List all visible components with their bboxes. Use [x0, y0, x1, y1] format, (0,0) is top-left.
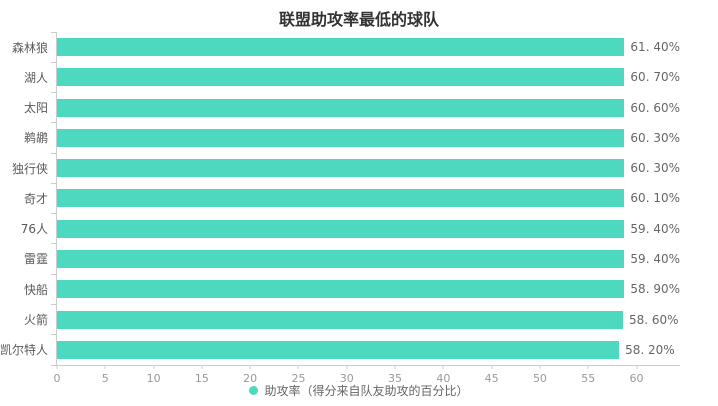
x-axis-tick	[104, 365, 106, 369]
category-label: 太阳	[23, 101, 48, 116]
category-label: 快船	[23, 282, 48, 297]
bar-row: 太阳 60. 60%	[24, 93, 680, 123]
y-axis-tick	[51, 152, 56, 154]
value-label: 58. 20%	[625, 342, 675, 357]
x-axis-tick	[297, 365, 299, 369]
x-axis-tick-label: 40	[436, 372, 451, 385]
value-label: 58. 90%	[630, 282, 680, 297]
bar[interactable]	[57, 159, 625, 178]
bar-row: 奇才 60. 10%	[24, 183, 680, 213]
y-axis-tick	[51, 92, 56, 94]
x-axis-line	[56, 365, 680, 366]
x-axis-tick	[249, 365, 251, 369]
bar-row: 雷霆 59. 40%	[24, 244, 680, 274]
value-label: 59. 40%	[630, 251, 680, 266]
bar-row: 快船 58. 90%	[24, 274, 680, 304]
x-axis-tick	[539, 365, 541, 369]
x-axis-tick-label: 45	[484, 372, 499, 385]
value-label: 60. 30%	[630, 161, 680, 176]
value-label: 60. 30%	[630, 130, 680, 145]
bar[interactable]	[57, 219, 625, 238]
value-label: 60. 60%	[630, 100, 680, 115]
bar[interactable]	[57, 249, 625, 268]
category-label: 鹈鹕	[23, 131, 48, 146]
x-axis-tick	[56, 365, 58, 369]
bar[interactable]	[57, 189, 625, 208]
y-axis-tick	[51, 243, 56, 245]
y-axis-tick	[51, 334, 56, 336]
category-label: 凯尔特人	[0, 343, 48, 358]
y-axis-tick	[51, 303, 56, 305]
x-axis-tick	[201, 365, 203, 369]
x-axis-tick	[636, 365, 638, 369]
y-axis-tick	[51, 122, 56, 124]
x-axis-tick-label: 50	[532, 372, 547, 385]
bar[interactable]	[57, 128, 625, 147]
value-label: 58. 60%	[629, 312, 679, 327]
x-axis-tick	[491, 365, 493, 369]
bar[interactable]	[57, 340, 620, 359]
legend-label: 助攻率（得分来自队友助攻的百分比）	[264, 384, 469, 398]
x-axis-tick-label: 15	[194, 372, 209, 385]
y-axis-tick	[51, 61, 56, 63]
bar[interactable]	[57, 280, 625, 299]
x-axis-tick-label: 10	[146, 372, 161, 385]
x-axis-tick	[153, 365, 155, 369]
bar-row: 独行侠 60. 30%	[12, 153, 680, 183]
bar[interactable]	[57, 38, 625, 57]
chart-title: 联盟助攻率最低的球队	[278, 10, 439, 29]
bar-row: 火箭 58. 60%	[24, 304, 680, 334]
bar[interactable]	[57, 68, 625, 87]
x-axis-tick-label: 30	[339, 372, 354, 385]
bar-rows: 森林狼 61. 40% 湖人 60. 70% 太阳 60. 60% 鹈鹕 60. 30% 独行侠…	[0, 32, 680, 365]
x-axis-tick-label: 25	[291, 372, 306, 385]
x-axis-tick	[587, 365, 589, 369]
y-axis-tick	[51, 364, 56, 366]
x-axis-tick	[394, 365, 396, 369]
bar-row: 森林狼 61. 40%	[12, 32, 680, 62]
value-label: 60. 70%	[630, 70, 680, 85]
bar-row: 湖人 60. 70%	[24, 62, 680, 92]
category-label: 湖人	[23, 70, 48, 85]
bar-row: 凯尔特人 58. 20%	[0, 335, 680, 365]
y-axis-tick	[51, 273, 56, 275]
bar-row: 鹈鹕 60. 30%	[24, 123, 680, 153]
y-axis-tick	[51, 213, 56, 215]
bar[interactable]	[57, 310, 623, 329]
value-label: 60. 10%	[630, 191, 680, 206]
x-axis-tick-label: 0	[53, 372, 61, 385]
plot-area: 森林狼 61. 40% 湖人 60. 70% 太阳 60. 60% 鹈鹕 60. 30% 独行侠…	[0, 31, 680, 385]
x-axis-tick	[442, 365, 444, 369]
legend: 助攻率（得分来自队友助攻的百分比）	[0, 380, 718, 399]
value-label: 59. 40%	[630, 221, 680, 236]
bar-row: 76人 59. 40%	[21, 214, 680, 244]
category-label: 奇才	[23, 191, 48, 206]
y-axis-tick	[51, 31, 56, 33]
category-label: 76人	[20, 222, 48, 237]
category-label: 雷霆	[23, 252, 48, 267]
y-axis-tick	[51, 182, 56, 184]
x-axis-tick	[346, 365, 348, 369]
value-label: 61. 40%	[630, 40, 680, 55]
category-label: 独行侠	[11, 161, 48, 176]
x-axis-tick-label: 20	[243, 372, 258, 385]
x-axis-tick-label: 60	[629, 372, 644, 385]
legend-dot-icon	[249, 386, 259, 395]
x-axis-tick-label: 5	[101, 372, 109, 385]
x-axis-tick-label: 35	[388, 372, 403, 385]
bar[interactable]	[57, 98, 625, 117]
y-axis-line	[56, 32, 57, 365]
legend-item-assist-rate[interactable]: 助攻率（得分来自队友助攻的百分比）	[249, 382, 469, 399]
category-label: 火箭	[23, 313, 48, 328]
x-axis-tick-label: 55	[581, 372, 596, 385]
category-label: 森林狼	[11, 40, 48, 55]
